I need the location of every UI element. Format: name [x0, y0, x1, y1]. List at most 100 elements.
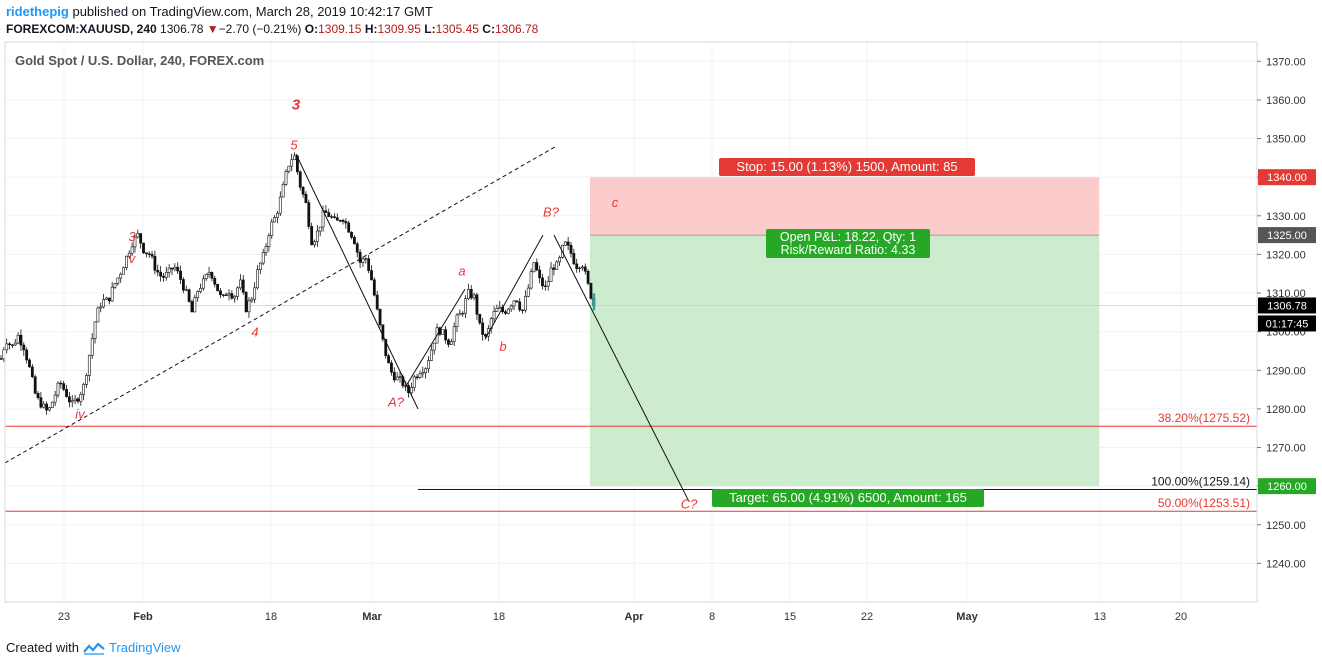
price-tag-bg [1258, 227, 1316, 244]
wave-label: 3 [292, 97, 301, 114]
stop-zone [590, 177, 1099, 236]
tradingview-logo-icon [83, 641, 105, 655]
published-text: published on TradingView.com, March 28, … [72, 4, 433, 19]
candle [216, 283, 220, 292]
candle [504, 309, 507, 316]
candle [267, 233, 271, 252]
candle-body [30, 366, 34, 378]
candle-body [464, 298, 467, 314]
author-link[interactable]: ridethepig [6, 4, 69, 19]
candle-body [224, 294, 228, 296]
candle-body [227, 293, 231, 296]
candle-body [523, 296, 527, 311]
candle-body [93, 321, 97, 339]
axes: 1240.00 1250.00 1260.00 1270.00 1280.00 1290.… [4, 41, 1316, 623]
y-tick-label: 1290.00 [1266, 365, 1306, 377]
candle-body [449, 341, 453, 345]
candle-body [184, 289, 188, 291]
risk-reward-text: Risk/Reward Ratio: 4.33 [781, 243, 916, 257]
candle [412, 374, 416, 392]
last-price: 1306.78 [160, 22, 204, 36]
candle-body [105, 297, 108, 300]
price-change: −2.70 (−0.21%) [218, 22, 302, 36]
candle-body [25, 349, 29, 361]
candle [22, 342, 26, 356]
candle [278, 191, 282, 217]
candle-body [127, 252, 131, 257]
candle-body [466, 289, 470, 300]
candle-body [170, 267, 174, 270]
candle [464, 295, 467, 318]
candle [170, 267, 174, 276]
candle [244, 291, 248, 313]
candle-body [478, 313, 482, 324]
candle-body [287, 165, 291, 172]
candle [56, 381, 60, 398]
candle-body [264, 246, 268, 253]
candle [207, 266, 211, 278]
candle-body [153, 255, 157, 271]
fibonacci-levels: 38.20%(1275.52) 100.00%(1259.14) 50.00%(12… [5, 411, 1257, 512]
candle-body [207, 272, 211, 275]
x-tick-label: 8 [709, 611, 715, 623]
candle-body [219, 290, 222, 296]
candle-body [555, 261, 559, 270]
candle [122, 266, 125, 275]
candle [335, 213, 339, 221]
candle [270, 218, 274, 239]
candle-body [281, 184, 285, 198]
candle-body [361, 258, 365, 263]
candle-body [76, 398, 80, 402]
candle-body [19, 334, 23, 346]
candle-body [327, 212, 331, 217]
candle [184, 285, 188, 292]
candle-body [461, 312, 465, 315]
candle-body [62, 383, 66, 390]
fib-label: 100.00%(1259.14) [1151, 474, 1250, 488]
high-value: 1309.95 [377, 22, 421, 36]
candle [36, 391, 40, 400]
candle [139, 233, 143, 249]
candle [333, 213, 336, 219]
candle-body [341, 220, 345, 222]
candle-body [481, 322, 485, 335]
candle-body [11, 344, 14, 346]
candle-body [45, 403, 49, 411]
candle-body [352, 236, 356, 245]
candle-body [167, 267, 171, 273]
candle-body [90, 338, 94, 356]
candle [481, 317, 485, 341]
candle [509, 304, 513, 313]
open-label: O: [304, 22, 319, 36]
candle [563, 241, 567, 246]
candle [523, 290, 527, 313]
candle-body [284, 170, 288, 185]
candle-body [244, 292, 248, 313]
candle-body [270, 221, 274, 236]
candle [341, 218, 345, 225]
candle-body [509, 305, 513, 310]
candle-body [484, 334, 487, 337]
candle [30, 364, 34, 379]
candle [466, 283, 470, 301]
candle-body [378, 308, 382, 326]
candle [352, 235, 356, 245]
candlesticks [0, 152, 596, 415]
candle-body [216, 283, 220, 292]
candle [50, 401, 54, 409]
candle [538, 265, 542, 284]
trend-line [553, 234, 690, 502]
candle-body [347, 222, 351, 233]
candle-body [96, 307, 100, 323]
candle-body [116, 277, 120, 284]
tradingview-brand[interactable]: TradingView [108, 640, 181, 655]
candle [90, 333, 94, 359]
candle [324, 205, 328, 213]
x-tick-label: 13 [1094, 611, 1106, 623]
candle [307, 199, 311, 230]
candle-body [204, 274, 208, 280]
candle-body [230, 293, 234, 299]
candle [164, 266, 168, 281]
candle-body [65, 389, 68, 398]
